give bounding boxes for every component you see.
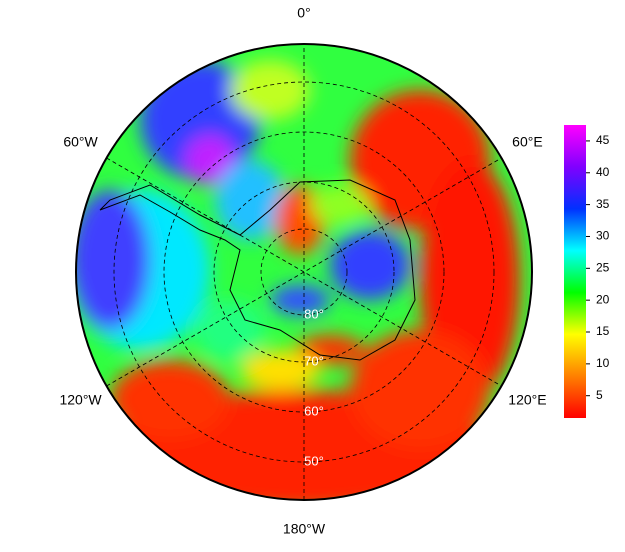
colorbar-tick-label: 45 xyxy=(596,133,610,147)
colorbar-tick-label: 15 xyxy=(596,324,610,338)
colorbar-tick-label: 10 xyxy=(596,356,610,370)
meridian xyxy=(106,157,502,387)
colorbar xyxy=(564,125,586,418)
colorbar-tick-label: 40 xyxy=(596,165,610,179)
graticule xyxy=(106,44,502,500)
lon-label: 60°W xyxy=(63,134,98,150)
colorbar-tick-label: 35 xyxy=(596,197,610,211)
colorbar-tick-label: 30 xyxy=(596,229,610,243)
colorbar-tick-label: 25 xyxy=(596,260,610,274)
lon-label: 0° xyxy=(297,5,310,21)
lat-label: 50° xyxy=(304,453,324,468)
lat-label: 70° xyxy=(304,353,324,368)
colorbar-tick-label: 20 xyxy=(596,292,610,306)
lat-label: 60° xyxy=(304,403,324,418)
coastline xyxy=(99,179,416,361)
lon-label: 60°E xyxy=(512,134,543,150)
map-border xyxy=(75,43,533,501)
lon-label: 120°W xyxy=(59,392,102,408)
colorbar-tick-label: 5 xyxy=(596,388,603,402)
lon-label: 120°E xyxy=(508,392,546,408)
lat-label: 80° xyxy=(304,306,324,321)
lon-label: 180°W xyxy=(283,521,326,537)
data-field xyxy=(76,44,532,500)
